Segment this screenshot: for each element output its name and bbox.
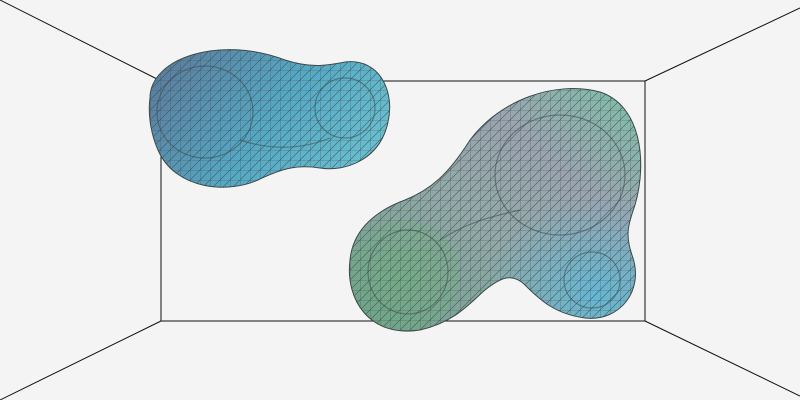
blob-upper-left: [148, 49, 391, 188]
edge-bottom-right: [644, 320, 800, 397]
edge-top-right: [644, 7, 800, 82]
blob-right: [348, 88, 642, 332]
edge-bottom-left: [0, 320, 162, 400]
edge-top-left: [0, 0, 162, 82]
